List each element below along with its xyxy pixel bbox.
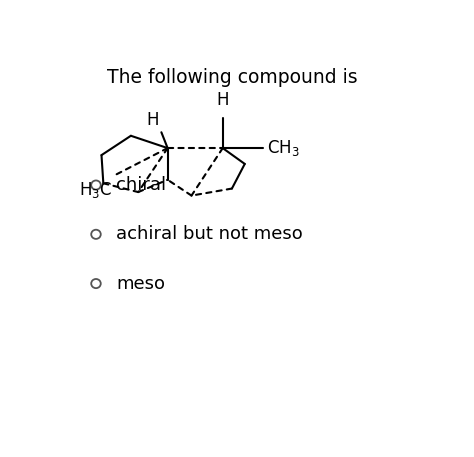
Text: H: H xyxy=(217,91,229,109)
Text: H: H xyxy=(146,111,159,129)
Text: The following compound is: The following compound is xyxy=(107,68,357,87)
Text: achiral but not meso: achiral but not meso xyxy=(116,225,303,243)
Text: chiral: chiral xyxy=(116,176,166,194)
Text: meso: meso xyxy=(116,275,165,292)
Text: H$_3$C: H$_3$C xyxy=(80,180,113,200)
Text: CH$_3$: CH$_3$ xyxy=(267,138,300,158)
